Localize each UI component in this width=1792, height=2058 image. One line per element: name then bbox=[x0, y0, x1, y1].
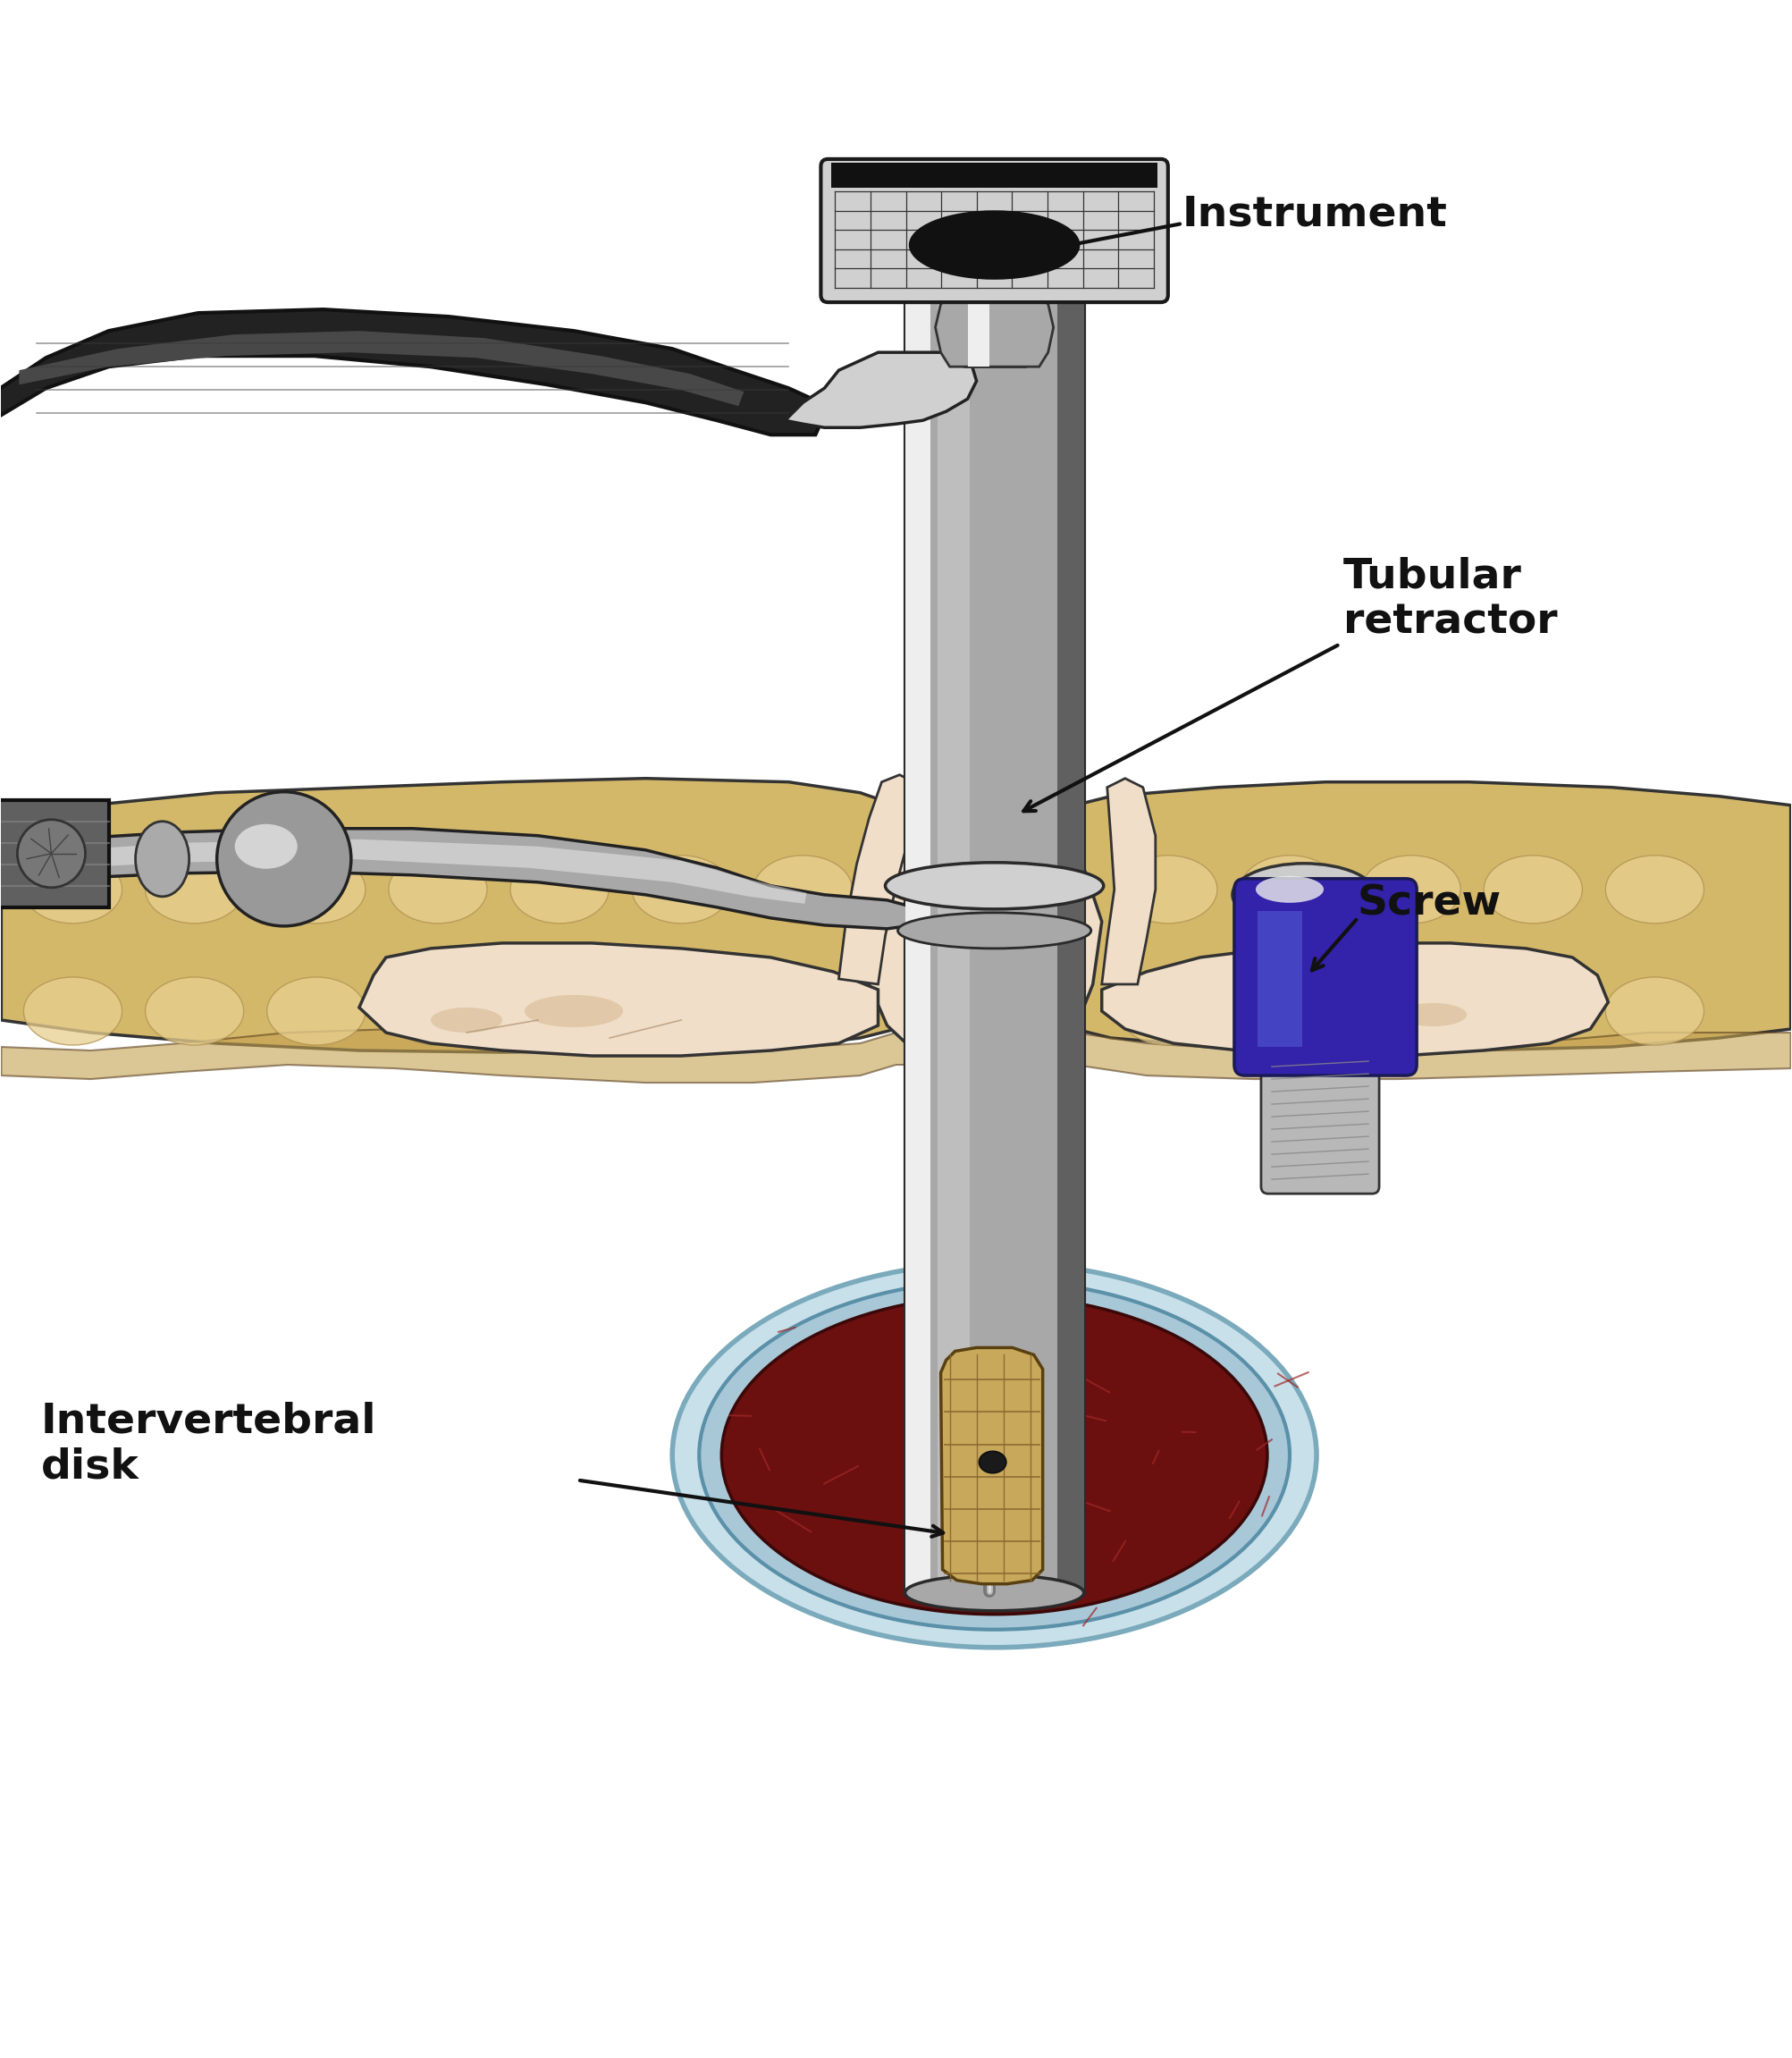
Polygon shape bbox=[358, 943, 878, 1056]
Ellipse shape bbox=[633, 978, 731, 1045]
Ellipse shape bbox=[511, 856, 609, 924]
Polygon shape bbox=[0, 309, 828, 434]
Ellipse shape bbox=[511, 978, 609, 1045]
Polygon shape bbox=[65, 829, 914, 928]
Polygon shape bbox=[839, 774, 914, 984]
Text: Instrument: Instrument bbox=[1183, 193, 1448, 235]
FancyBboxPatch shape bbox=[1262, 1039, 1380, 1194]
Bar bbox=[968, 239, 989, 366]
Polygon shape bbox=[941, 1348, 1043, 1585]
Ellipse shape bbox=[905, 1574, 1084, 1611]
Ellipse shape bbox=[1256, 877, 1324, 903]
Ellipse shape bbox=[754, 978, 853, 1045]
Bar bbox=[1258, 912, 1303, 1048]
Polygon shape bbox=[935, 294, 1054, 366]
Ellipse shape bbox=[1118, 978, 1217, 1045]
Ellipse shape bbox=[885, 862, 1104, 910]
Ellipse shape bbox=[754, 856, 853, 924]
Ellipse shape bbox=[1606, 856, 1704, 924]
Ellipse shape bbox=[235, 823, 297, 868]
Ellipse shape bbox=[1400, 1002, 1468, 1027]
Ellipse shape bbox=[633, 856, 731, 924]
Bar bbox=[905, 241, 930, 1593]
Ellipse shape bbox=[978, 1451, 1005, 1474]
Ellipse shape bbox=[217, 792, 351, 926]
Ellipse shape bbox=[1484, 978, 1582, 1045]
Polygon shape bbox=[0, 801, 109, 908]
Ellipse shape bbox=[430, 1008, 502, 1033]
Ellipse shape bbox=[267, 856, 366, 924]
Ellipse shape bbox=[672, 1264, 1317, 1648]
Ellipse shape bbox=[909, 212, 1079, 280]
Ellipse shape bbox=[1606, 978, 1704, 1045]
Polygon shape bbox=[20, 331, 744, 405]
Polygon shape bbox=[869, 761, 1102, 1064]
Polygon shape bbox=[2, 778, 1790, 1052]
Ellipse shape bbox=[23, 978, 122, 1045]
Bar bbox=[831, 163, 1158, 187]
Ellipse shape bbox=[525, 994, 624, 1027]
Ellipse shape bbox=[389, 856, 487, 924]
Ellipse shape bbox=[267, 978, 366, 1045]
Ellipse shape bbox=[136, 821, 190, 897]
FancyBboxPatch shape bbox=[1235, 879, 1417, 1076]
Polygon shape bbox=[73, 840, 806, 903]
Ellipse shape bbox=[1240, 978, 1339, 1045]
Ellipse shape bbox=[389, 978, 487, 1045]
Ellipse shape bbox=[18, 819, 86, 887]
Ellipse shape bbox=[1233, 864, 1376, 926]
Text: Tubular
retractor: Tubular retractor bbox=[1344, 558, 1557, 642]
Ellipse shape bbox=[1240, 856, 1339, 924]
Ellipse shape bbox=[145, 978, 244, 1045]
Ellipse shape bbox=[1118, 856, 1217, 924]
Polygon shape bbox=[1102, 943, 1607, 1056]
FancyBboxPatch shape bbox=[821, 158, 1168, 303]
Ellipse shape bbox=[145, 856, 244, 924]
Ellipse shape bbox=[1276, 994, 1374, 1027]
Bar bbox=[964, 239, 1025, 366]
Bar bbox=[1057, 241, 1084, 1593]
Bar bbox=[937, 241, 969, 1593]
Text: Intervertebral
disk: Intervertebral disk bbox=[41, 1401, 376, 1486]
Ellipse shape bbox=[1362, 978, 1460, 1045]
Polygon shape bbox=[1102, 778, 1156, 984]
Polygon shape bbox=[785, 352, 977, 428]
Bar bbox=[905, 241, 1084, 1593]
Ellipse shape bbox=[1484, 856, 1582, 924]
Ellipse shape bbox=[722, 1297, 1267, 1613]
Polygon shape bbox=[959, 698, 1030, 778]
Ellipse shape bbox=[905, 224, 1084, 259]
Ellipse shape bbox=[898, 912, 1091, 949]
Ellipse shape bbox=[23, 856, 122, 924]
Ellipse shape bbox=[1362, 856, 1460, 924]
Ellipse shape bbox=[699, 1280, 1290, 1630]
Polygon shape bbox=[2, 1029, 1790, 1083]
Text: Screw: Screw bbox=[1358, 883, 1502, 924]
